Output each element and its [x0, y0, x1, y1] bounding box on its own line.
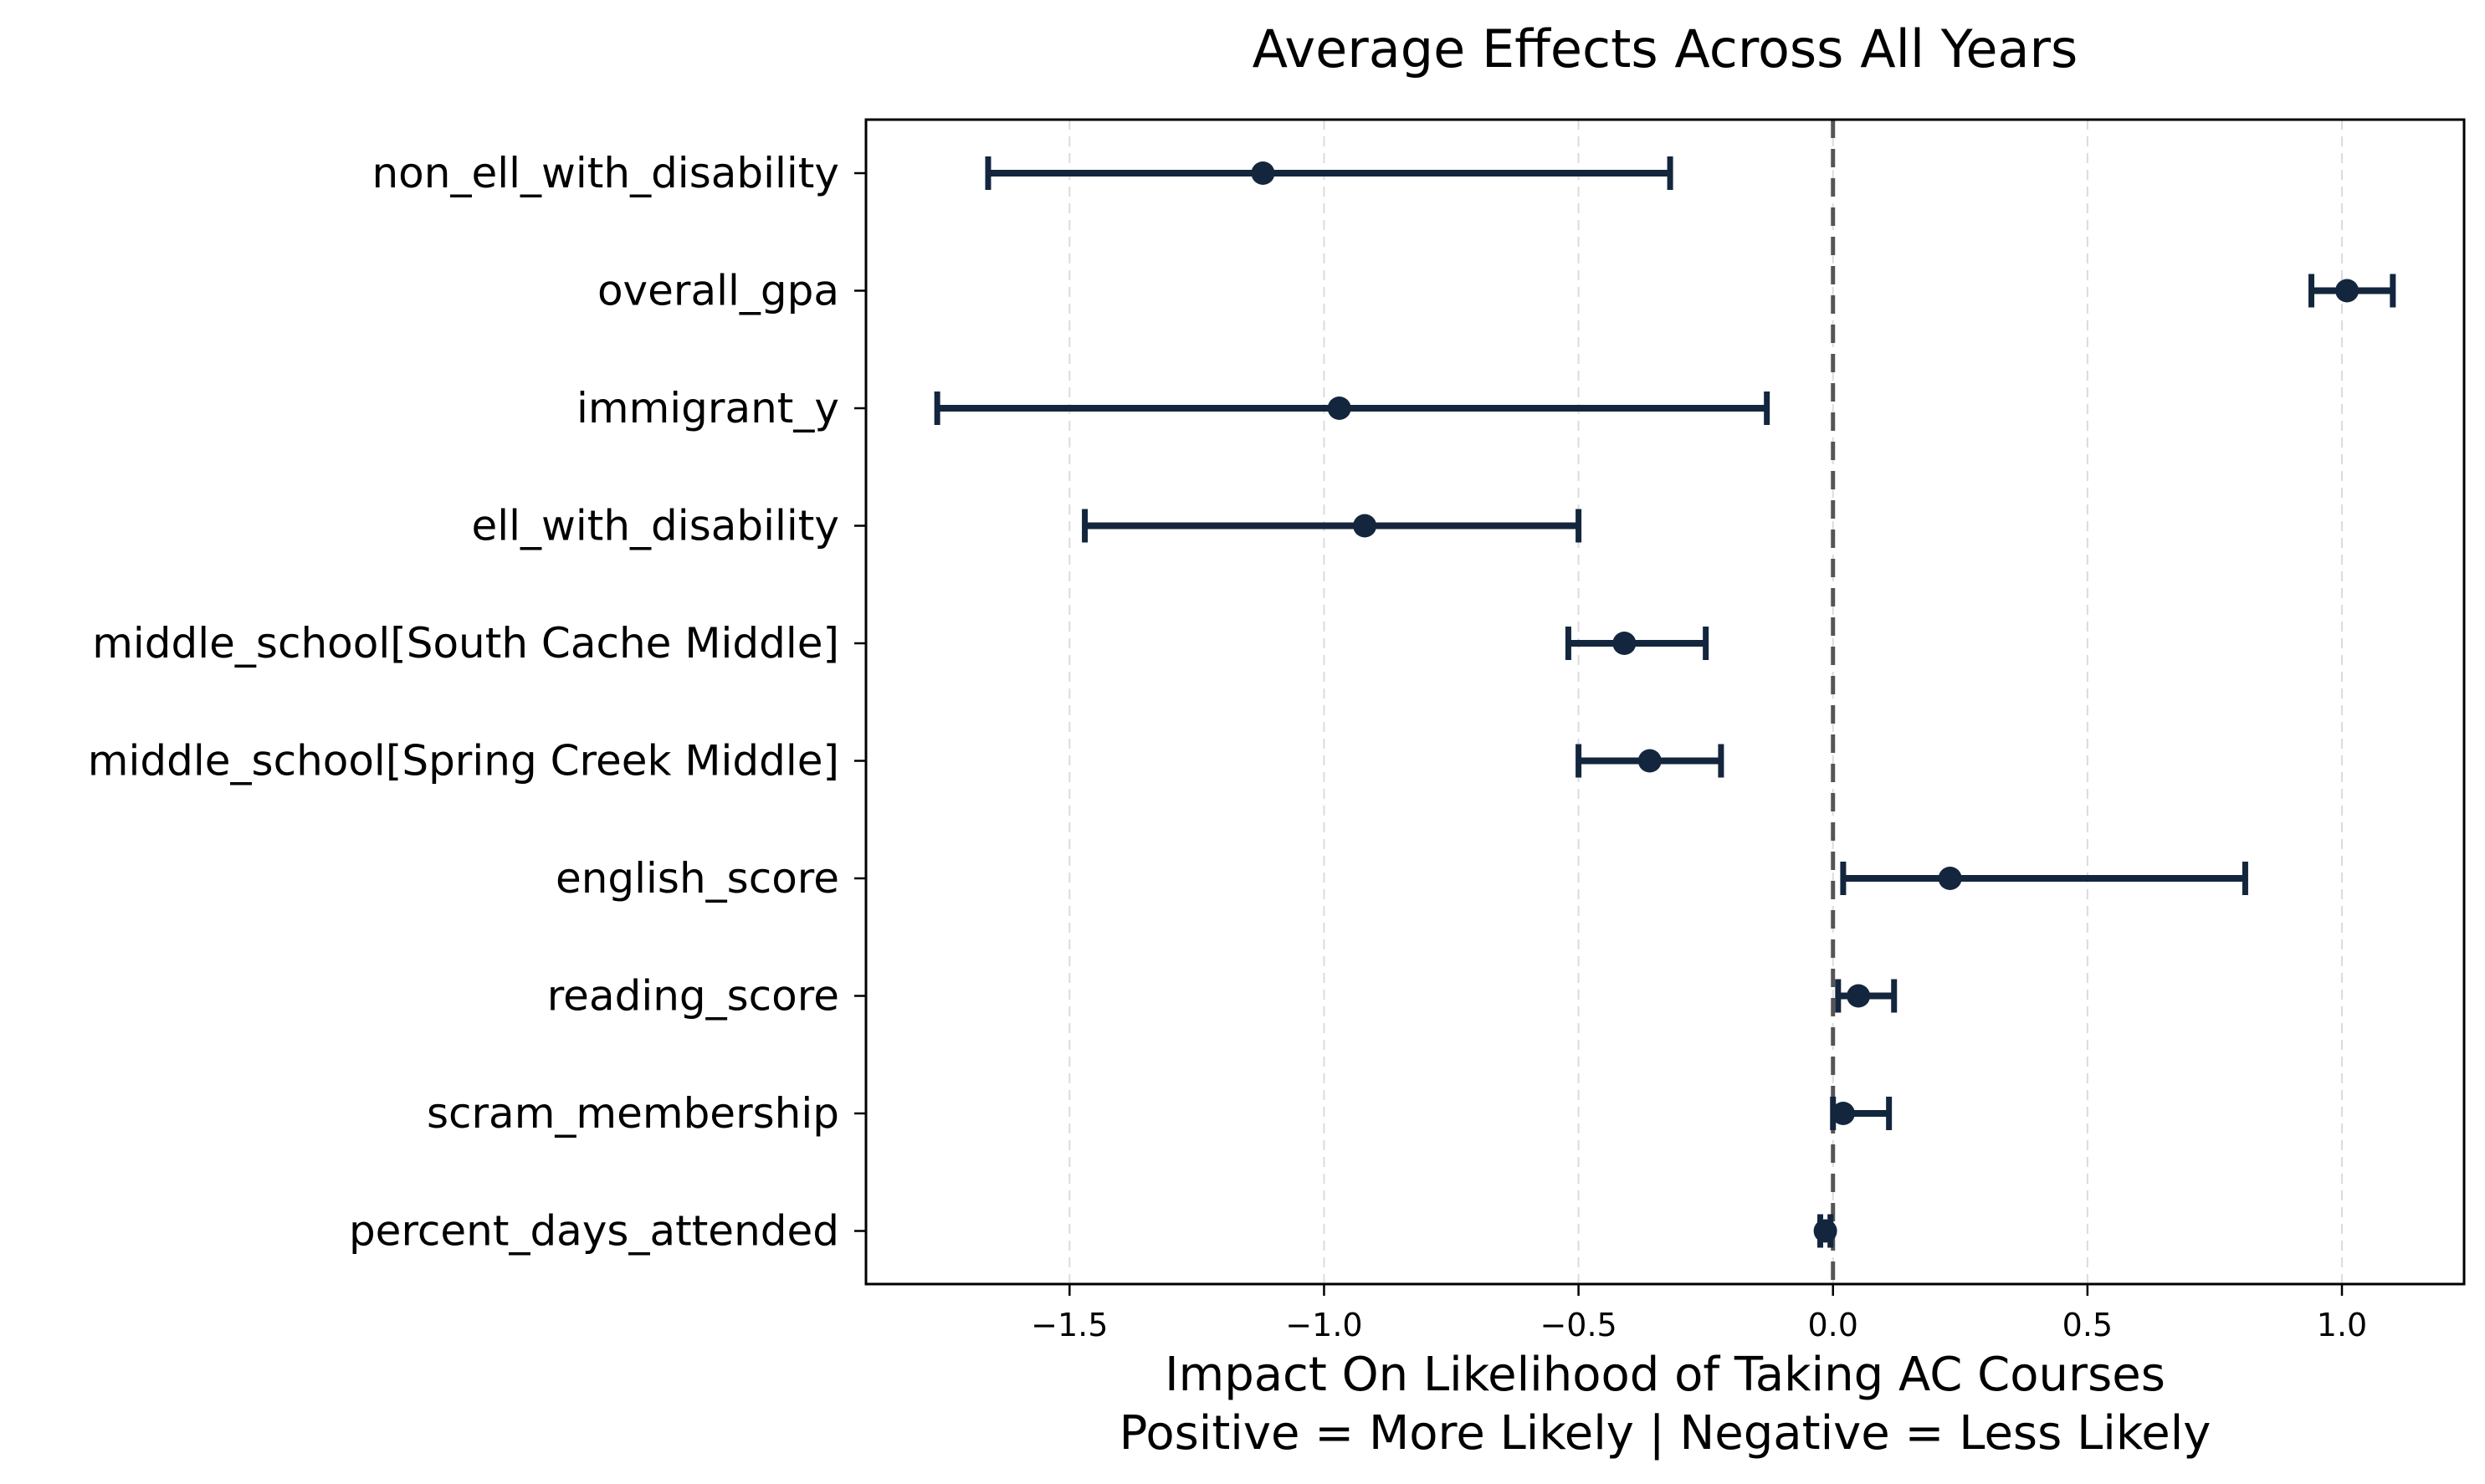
y-axis: non_ell_with_disability overall_gpaimmigr…: [88, 149, 866, 1256]
estimate-point: [1831, 1102, 1855, 1125]
y-tick-label: english_score: [556, 854, 839, 903]
plot-frame: [864, 118, 2466, 1286]
chart-title: Average Effects Across All Years: [1253, 18, 2078, 79]
x-tick-label: −1.5: [1031, 1307, 1108, 1343]
y-tick-label: middle_school[South Cache Middle]: [92, 619, 839, 668]
estimate-point: [1813, 1219, 1837, 1243]
estimate-point: [1938, 867, 1962, 890]
y-tick-label: ell_with_disability: [471, 502, 839, 550]
x-tick-label: 0.0: [1808, 1307, 1858, 1343]
estimate-point: [1612, 632, 1637, 655]
y-tick-label: non_ell_with_disability: [371, 149, 839, 197]
x-axis-label-line2: Positive = More Likely | Negative = Less…: [1120, 1406, 2211, 1461]
x-tick-label: 0.5: [2062, 1307, 2113, 1343]
confidence-intervals: [934, 156, 2396, 1248]
x-tick-label: −1.0: [1285, 1307, 1362, 1343]
estimate-point: [2335, 279, 2359, 303]
x-axis: −1.5 −1.0 −0.5 0.0 0.5 1.0: [1031, 1284, 2367, 1343]
x-tick-label: 1.0: [2317, 1307, 2367, 1343]
estimate-point: [1637, 749, 1662, 773]
y-tick-label: immigrant_y: [576, 384, 839, 432]
y-tick-label: scram_membership: [427, 1089, 839, 1138]
point-estimates: [1251, 161, 2359, 1243]
estimate-point: [1847, 984, 1871, 1008]
x-tick-label: −0.5: [1540, 1307, 1617, 1343]
y-tick-label: percent_days_attended: [349, 1207, 839, 1256]
y-tick-label: overall_gpa: [597, 267, 839, 315]
estimate-point: [1251, 161, 1275, 185]
x-grid: [1068, 120, 2344, 1284]
estimate-point: [1353, 514, 1377, 538]
estimate-point: [1327, 397, 1351, 420]
y-tick-label: middle_school[Spring Creek Middle]: [88, 737, 839, 785]
y-tick-label: reading_score: [547, 972, 839, 1021]
x-axis-label: Impact On Likelihood of Taking AC Course…: [1165, 1348, 2165, 1402]
